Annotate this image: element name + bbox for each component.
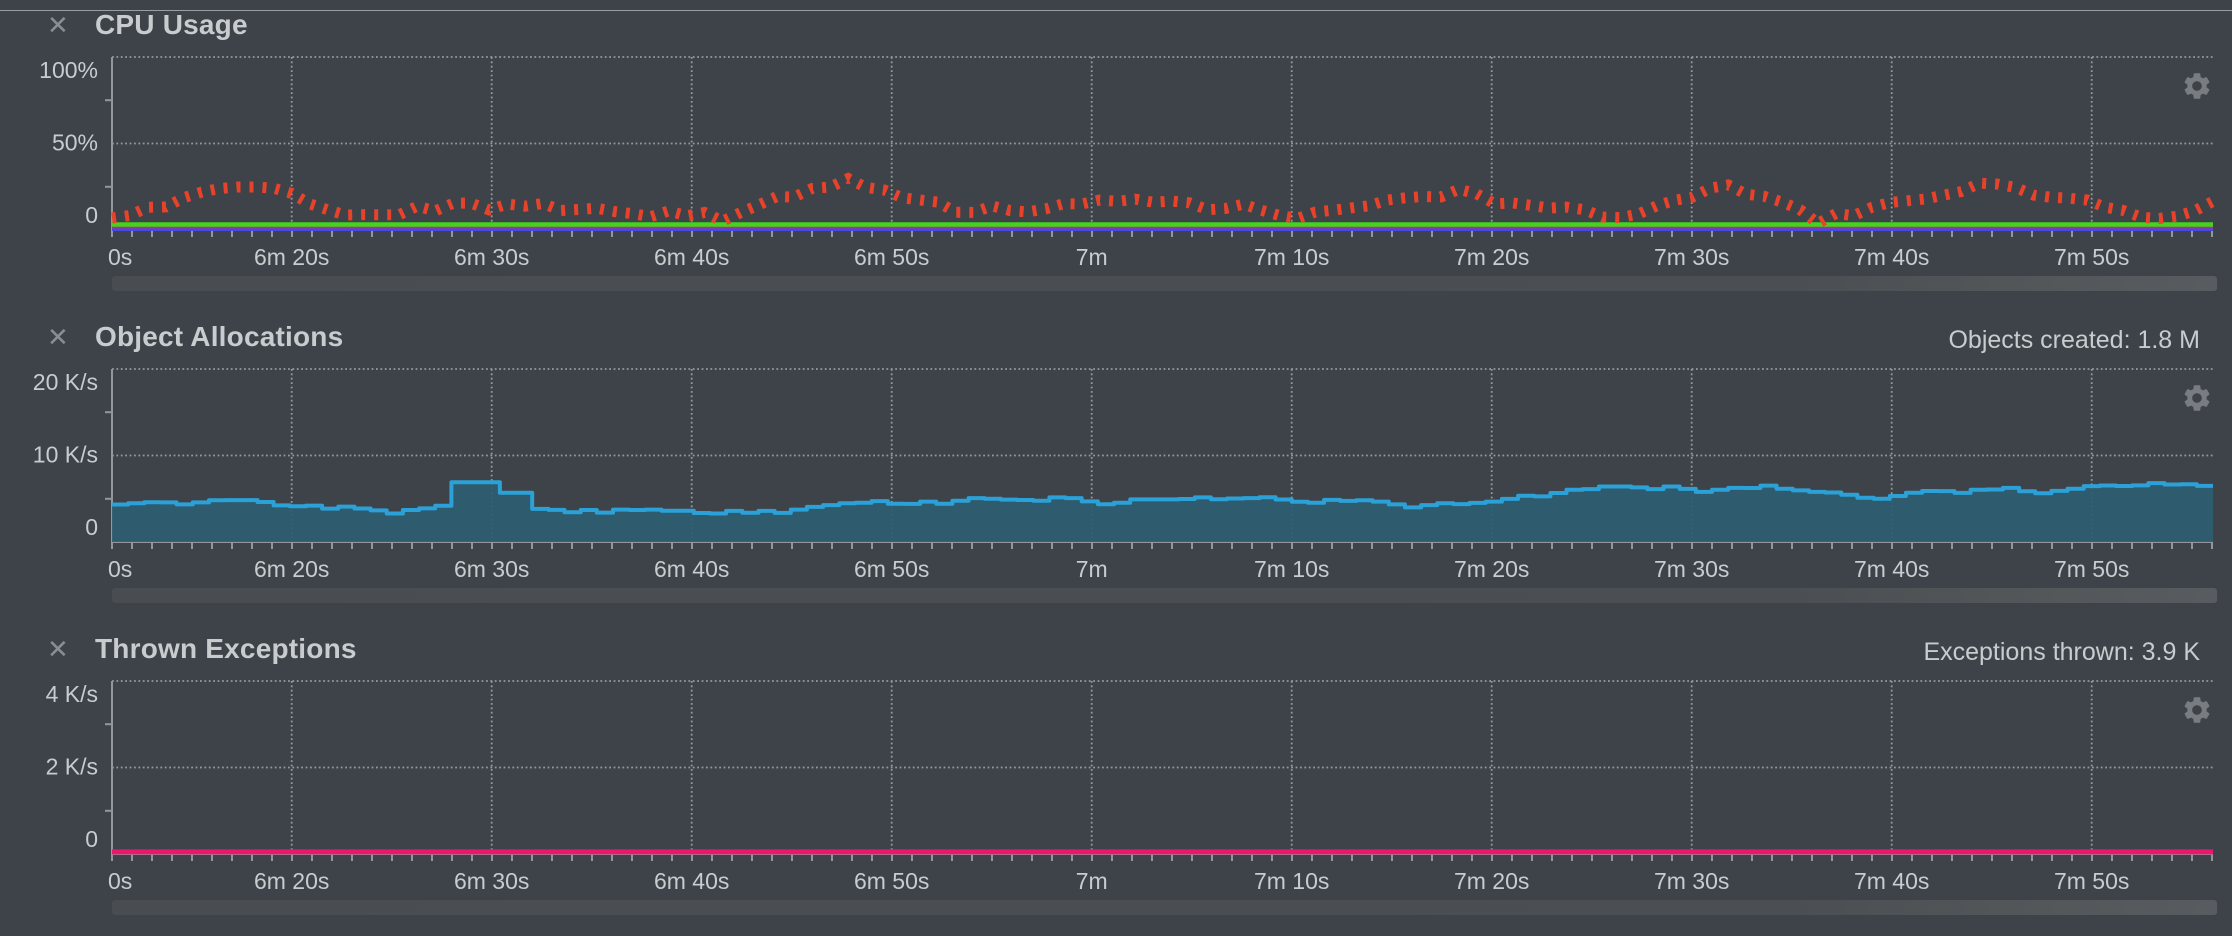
- svg-text:7m: 7m: [1076, 556, 1108, 582]
- svg-text:7m 50s: 7m 50s: [2054, 556, 2129, 582]
- svg-text:7m 20s: 7m 20s: [1454, 868, 1529, 894]
- svg-text:6m 20s: 6m 20s: [254, 244, 329, 270]
- svg-text:7m 30s: 7m 30s: [1654, 556, 1729, 582]
- svg-text:6m 50s: 6m 50s: [854, 868, 929, 894]
- svg-text:7m 50s: 7m 50s: [2054, 244, 2129, 270]
- svg-text:7m 10s: 7m 10s: [1254, 868, 1329, 894]
- svg-text:6m 30s: 6m 30s: [454, 244, 529, 270]
- svg-text:7m 40s: 7m 40s: [1854, 244, 1929, 270]
- svg-text:6m 30s: 6m 30s: [454, 868, 529, 894]
- svg-text:6m 20s: 6m 20s: [254, 868, 329, 894]
- svg-text:7m 40s: 7m 40s: [1854, 868, 1929, 894]
- svg-text:7m 40s: 7m 40s: [1854, 556, 1929, 582]
- svg-text:6m 40s: 6m 40s: [654, 556, 729, 582]
- svg-text:6m 50s: 6m 50s: [854, 556, 929, 582]
- svg-text:7m 50s: 7m 50s: [2054, 868, 2129, 894]
- svg-text:6m 20s: 6m 20s: [254, 556, 329, 582]
- svg-text:6m 40s: 6m 40s: [654, 868, 729, 894]
- svg-text:7m 30s: 7m 30s: [1654, 244, 1729, 270]
- svg-text:7m 10s: 7m 10s: [1254, 244, 1329, 270]
- svg-text:6m 30s: 6m 30s: [454, 556, 529, 582]
- svg-text:0s: 0s: [108, 868, 132, 894]
- svg-text:7m: 7m: [1076, 244, 1108, 270]
- svg-text:7m 10s: 7m 10s: [1254, 556, 1329, 582]
- svg-text:6m 40s: 6m 40s: [654, 244, 729, 270]
- svg-text:0s: 0s: [108, 556, 132, 582]
- svg-text:0s: 0s: [108, 244, 132, 270]
- svg-text:7m 20s: 7m 20s: [1454, 556, 1529, 582]
- svg-text:7m 30s: 7m 30s: [1654, 868, 1729, 894]
- svg-text:7m: 7m: [1076, 868, 1108, 894]
- svg-text:7m 20s: 7m 20s: [1454, 244, 1529, 270]
- svg-text:6m 50s: 6m 50s: [854, 244, 929, 270]
